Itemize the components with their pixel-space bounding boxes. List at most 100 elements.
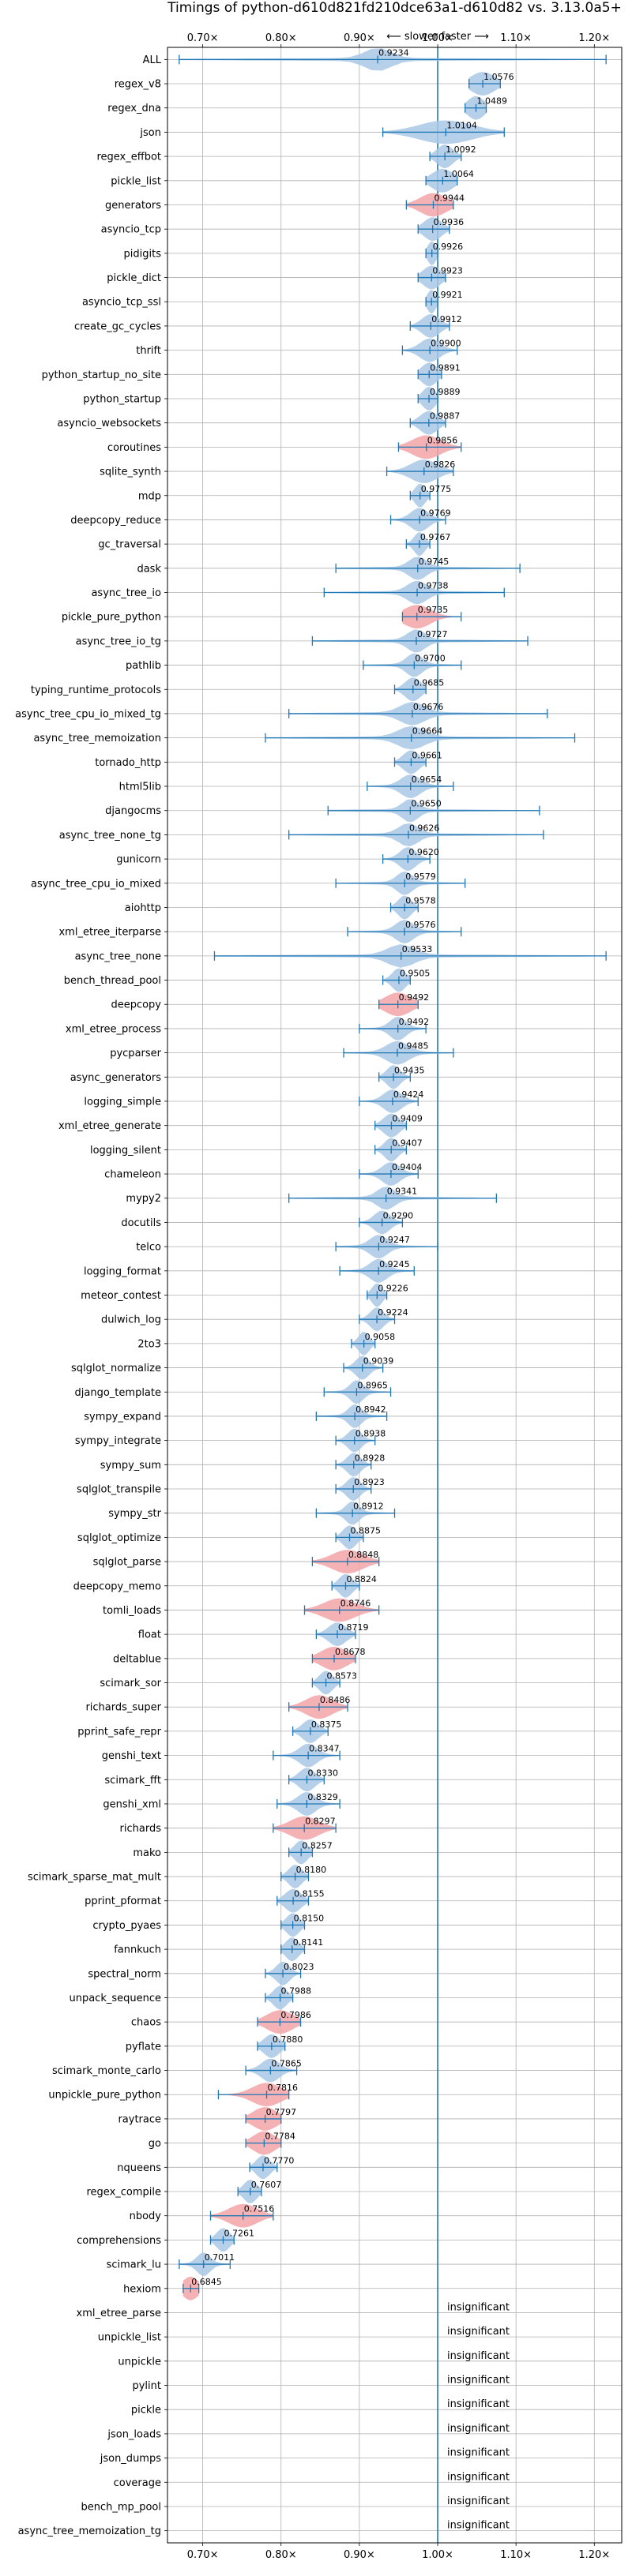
benchmark-label: crypto_pyaes: [92, 1920, 161, 1932]
benchmark-label: dulwich_log: [101, 1314, 161, 1326]
benchmark-label: regex_dna: [107, 103, 161, 114]
benchmark-label: pprint_safe_repr: [77, 1726, 161, 1738]
ratio-label: 0.9664: [412, 726, 443, 737]
ratio-label: 1.0104: [446, 120, 477, 130]
benchmark-label: regex_effbot: [96, 152, 161, 163]
ratio-label: 0.8141: [293, 1937, 324, 1948]
benchmark-label: scimark_fft: [104, 1775, 161, 1787]
benchmark-label: sqlglot_optimize: [77, 1532, 161, 1544]
benchmark-label: genshi_xml: [103, 1798, 161, 1810]
ratio-label: 0.8719: [338, 1622, 369, 1633]
ratio-label: 0.9226: [378, 1284, 408, 1294]
ratio-label: 0.9767: [420, 532, 451, 542]
x-tick-label-top: 1.20×: [578, 32, 610, 44]
ratio-label: 0.9738: [418, 581, 449, 591]
ratio-label: 0.8023: [284, 1962, 314, 1972]
insignificant-label: insignificant: [447, 2520, 510, 2532]
ratio-label: 0.7516: [244, 2204, 275, 2214]
ratio-label: 0.9735: [418, 605, 449, 615]
x-tick-label-bottom: 1.20×: [578, 2549, 610, 2561]
ratio-label: 0.9247: [379, 1235, 410, 1245]
ratio-label: 0.7784: [265, 2132, 295, 2142]
insignificant-label: insignificant: [447, 2447, 510, 2459]
benchmark-label: aiohttp: [125, 902, 161, 914]
grid-layer: [164, 44, 622, 2546]
benchmark-label: hexiom: [123, 2283, 161, 2295]
ratio-label: 0.7770: [264, 2155, 295, 2165]
ratio-label: 0.9685: [414, 677, 445, 688]
ratio-label: 0.8965: [357, 1380, 388, 1390]
benchmark-label: async_tree_cpu_io_mixed_tg: [15, 708, 161, 720]
benchmark-label: pickle_list: [111, 175, 161, 187]
benchmark-label: deltablue: [113, 1653, 161, 1665]
ratio-label: 0.8678: [335, 1647, 366, 1657]
benchmark-label: nqueens: [117, 2162, 161, 2174]
insignificant-label: insignificant: [447, 2495, 510, 2507]
ratio-label: 0.9926: [433, 242, 464, 252]
benchmark-label: coroutines: [107, 442, 161, 454]
benchmark-label: nbody: [130, 2210, 162, 2222]
benchmark-label: telco: [136, 1242, 161, 1254]
benchmark-label: xml_etree_process: [66, 1023, 161, 1035]
ratio-label: 0.8150: [294, 1913, 325, 1923]
insignificant-label: insignificant: [447, 2423, 510, 2435]
benchmark-label: async_tree_none: [75, 951, 161, 962]
ratio-label: 0.9533: [402, 944, 433, 954]
benchmark-label: sympy_str: [108, 1508, 161, 1520]
benchmark-label: asyncio_tcp: [101, 224, 161, 236]
ratio-label: 1.0092: [446, 144, 476, 155]
benchmark-label: spectral_norm: [88, 1968, 161, 1980]
benchmark-label: django_template: [75, 1387, 161, 1399]
ratio-label: 0.7865: [271, 2059, 302, 2069]
benchmark-label: regex_compile: [86, 2187, 161, 2199]
benchmark-label: pyflate: [126, 2041, 161, 2053]
chart-title: Timings of python-d610d821fd210dce63a1-d…: [167, 0, 622, 16]
benchmark-label: mypy2: [126, 1193, 161, 1205]
ratio-label: 0.9409: [392, 1114, 422, 1124]
ratio-label: 0.9435: [394, 1065, 425, 1075]
benchmark-label: sqlglot_transpile: [77, 1484, 161, 1496]
ratio-label: 0.7011: [205, 2252, 235, 2263]
benchmark-label: deepcopy: [111, 999, 161, 1011]
insignificant-label: insignificant: [447, 2471, 510, 2483]
x-tick-label-top: 0.70×: [187, 32, 219, 44]
benchmark-label: mdp: [138, 490, 161, 502]
ratio-label: 0.8942: [356, 1404, 386, 1415]
x-tick-label-bottom: 0.90×: [344, 2549, 375, 2561]
ratio-label: 0.7797: [266, 2107, 297, 2117]
benchmark-label: 2to3: [137, 1338, 161, 1350]
benchmark-label: sympy_sum: [100, 1460, 161, 1472]
ratio-label: 0.9891: [430, 362, 461, 373]
ratio-label: 0.8330: [307, 1768, 338, 1778]
ratio-label: 0.9341: [387, 1187, 418, 1197]
benchmark-label: logging_silent: [90, 1145, 161, 1157]
benchmark-label: pidigits: [124, 248, 162, 260]
x-tick-label-bottom: 0.80×: [265, 2549, 297, 2561]
ratio-label: 0.9944: [434, 193, 465, 203]
benchmark-label: xml_etree_iterparse: [58, 927, 161, 939]
benchmark-label: bench_thread_pool: [64, 975, 161, 987]
ratio-label: 0.9900: [431, 339, 461, 349]
ratio-label: 0.9887: [430, 411, 461, 422]
benchmark-label: regex_v8: [115, 79, 161, 91]
benchmark-label: logging_format: [84, 1266, 161, 1277]
ratio-label: 0.8155: [294, 1889, 325, 1899]
benchmark-label: go: [149, 2138, 161, 2150]
benchmark-label: pickle_dict: [107, 272, 161, 284]
insignificant-label: insignificant: [447, 2350, 510, 2362]
x-tick-label-top: 0.80×: [265, 32, 297, 44]
ratio-label: 0.8180: [296, 1865, 327, 1875]
ratio-label: 0.9058: [365, 1332, 396, 1342]
ratio-label: 0.8329: [307, 1792, 338, 1802]
data-layer: [179, 47, 607, 2543]
benchmark-label: sqlite_synth: [100, 467, 161, 478]
ratio-label: 1.0489: [477, 96, 508, 107]
ratio-label: 0.9576: [405, 920, 436, 930]
direction-legend: ⟵ slower faster ⟶: [386, 31, 489, 43]
x-tick-label-bottom: 1.00×: [422, 2549, 453, 2561]
benchmark-label: float: [138, 1629, 161, 1641]
ratio-label: 0.9492: [399, 992, 430, 1003]
benchmark-label: genshi_text: [102, 1750, 161, 1762]
benchmark-label: scimark_sparse_mat_mult: [28, 1872, 161, 1884]
benchmark-label: dask: [137, 563, 161, 575]
